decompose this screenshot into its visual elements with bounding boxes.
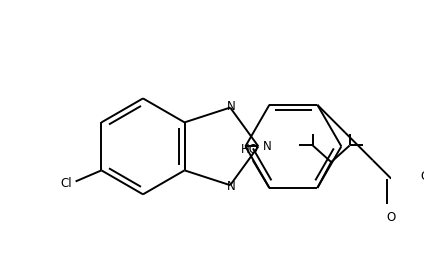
Text: Cl: Cl — [60, 177, 72, 190]
Text: N: N — [263, 140, 272, 153]
Text: O: O — [387, 211, 396, 224]
Text: HO: HO — [241, 143, 259, 156]
Text: N: N — [227, 100, 235, 113]
Text: N: N — [227, 180, 235, 193]
Text: O: O — [421, 170, 424, 183]
